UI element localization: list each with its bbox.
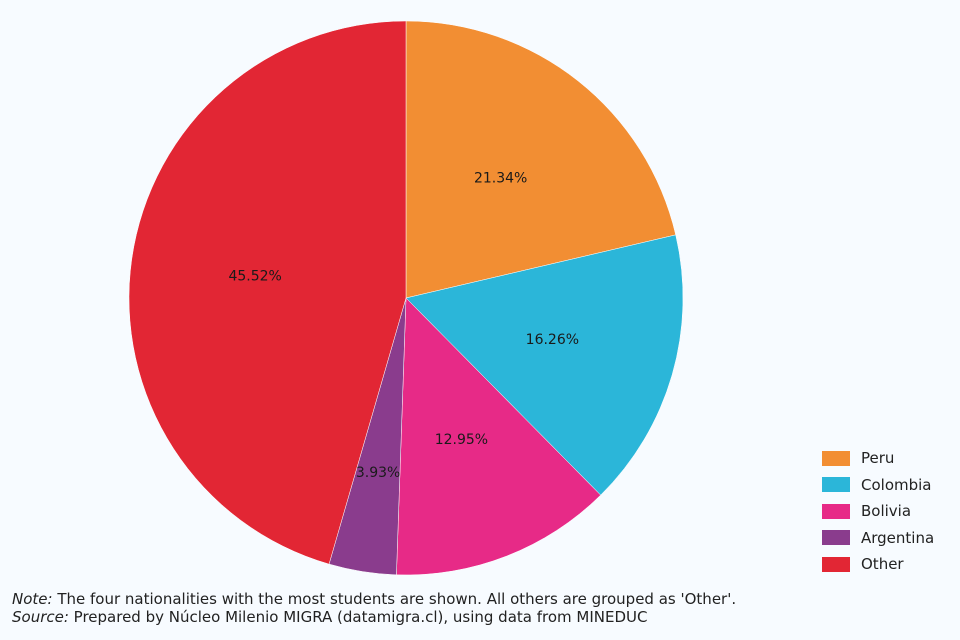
legend-label: Peru [861, 449, 895, 468]
note-text: The four nationalities with the most stu… [52, 590, 737, 608]
source-line: Source: Prepared by Núcleo Milenio MIGRA… [12, 608, 736, 626]
slice-label-peru: 21.34% [474, 171, 527, 187]
legend-label: Argentina [861, 528, 935, 547]
pie-slice-peru [405, 20, 677, 299]
legend-item-bolivia[interactable]: Bolivia [822, 498, 934, 525]
legend-label: Other [861, 555, 904, 574]
legend-swatch [822, 450, 850, 466]
legend-label: Bolivia [861, 502, 912, 521]
legend: Peru Colombia Bolivia Argentina Other [822, 445, 934, 578]
legend-item-other[interactable]: Other [822, 551, 934, 578]
slice-label-bolivia: 12.95% [435, 432, 488, 448]
pie-slice-bolivia [396, 297, 601, 576]
note-line: Note: The four nationalities with the mo… [12, 590, 736, 608]
source-prefix: Source: [12, 608, 69, 626]
legend-label: Colombia [861, 475, 932, 494]
footnote: Note: The four nationalities with the mo… [12, 590, 736, 626]
source-text: Prepared by Núcleo Milenio MIGRA (datami… [68, 608, 648, 626]
slice-label-other: 45.52% [228, 269, 281, 285]
pie-slice-other [128, 20, 407, 565]
legend-item-peru[interactable]: Peru [822, 445, 934, 472]
legend-swatch [822, 503, 850, 519]
legend-swatch [822, 556, 850, 572]
note-prefix: Note: [12, 590, 53, 608]
legend-swatch [822, 477, 850, 493]
legend-item-colombia[interactable]: Colombia [822, 472, 934, 499]
legend-item-argentina[interactable]: Argentina [822, 525, 934, 552]
pie-slice-colombia [405, 234, 684, 496]
slice-label-argentina: 3.93% [356, 465, 400, 481]
slice-label-colombia: 16.26% [526, 332, 579, 348]
legend-swatch [822, 530, 850, 546]
